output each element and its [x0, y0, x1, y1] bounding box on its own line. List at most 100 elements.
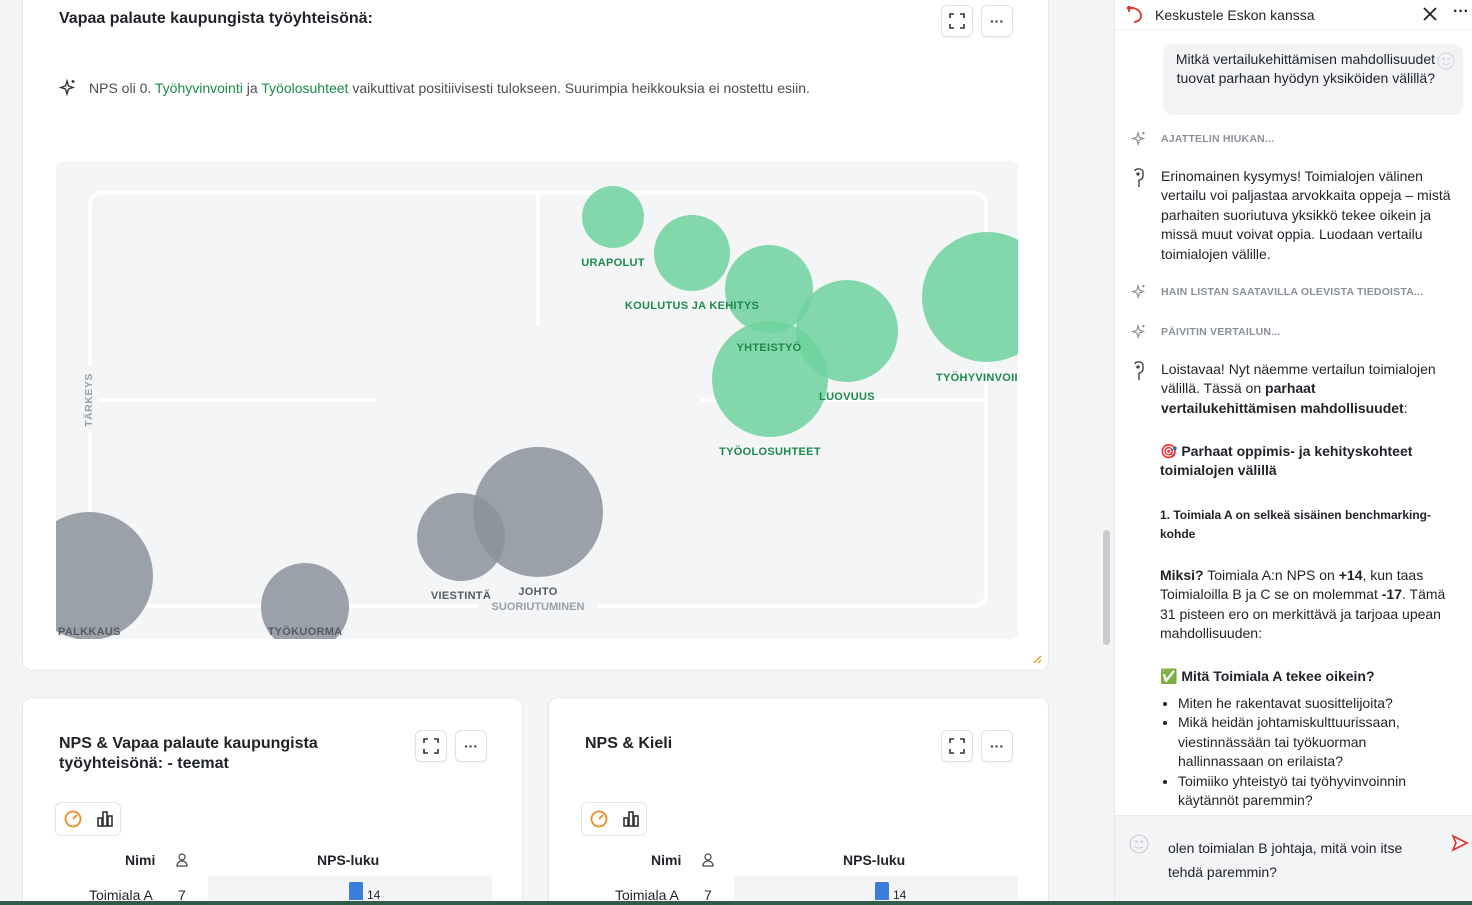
- feedback-card: Vapaa palaute kaupungista työyhteisönä: …: [22, 0, 1049, 671]
- insight-suffix: vaikuttivat positiivisesti tulokseen. Su…: [352, 80, 810, 96]
- bubble-tyoolosuhteet[interactable]: [712, 321, 828, 437]
- why-text: Toimiala A:n NPS on: [1207, 567, 1335, 583]
- bot-text-part: Loistavaa! Nyt näemme vertailun toimialo…: [1161, 361, 1436, 397]
- window-bottom-border: [0, 901, 1472, 905]
- label-tyohyvinvointi: TYÖHYVINVOII: [936, 371, 1018, 384]
- insight-link-tyohyvinvointi[interactable]: Työhyvinvointi: [154, 80, 243, 96]
- label-luovuus: LUOVUUS: [819, 391, 875, 403]
- sparkle-icon: [59, 79, 76, 97]
- nps-bar[interactable]: [349, 882, 363, 900]
- status-text: PÄIVITIN VERTAILUN...: [1161, 326, 1281, 338]
- nps-value: 14: [893, 888, 907, 902]
- gauge-icon[interactable]: [589, 809, 609, 829]
- view-toggle: [55, 802, 121, 836]
- close-icon[interactable]: [1421, 5, 1439, 23]
- chat-title: Keskustele Eskon kanssa: [1155, 6, 1315, 23]
- bar-chart-icon[interactable]: [622, 810, 640, 828]
- bubble-yhteistyo[interactable]: [725, 245, 813, 333]
- why-text: , kun taas Toimialoilla B ja C se on mol…: [1160, 567, 1424, 603]
- label-palkkaus: PALKKAUS: [58, 626, 121, 638]
- insight-mid: ja: [246, 80, 258, 96]
- bubble-tyokuorma[interactable]: [261, 563, 349, 639]
- label-johto: JOHTO: [518, 586, 557, 598]
- list-item: Mikä heidän johtamiskulttuurissaan, vies…: [1178, 713, 1450, 771]
- bullet-list: Miten he rakentavat suosittelijoita? Mik…: [1160, 694, 1450, 810]
- user-message: Mitkä vertailukehittämisen mahdollisuude…: [1163, 44, 1463, 115]
- bot-message-text: Erinomainen kysymys! Toimialojen välinen…: [1161, 168, 1451, 262]
- status-thinking: AJATTELIN HIUKAN...: [1131, 131, 1274, 147]
- label-koulutus-ja-kehitys: KOULUTUS JA KEHITYS: [625, 300, 759, 312]
- user-message-text: Mitkä vertailukehittämisen mahdollisuude…: [1175, 51, 1435, 86]
- expand-icon: [423, 738, 439, 754]
- row-name[interactable]: Toimiala A: [615, 887, 679, 903]
- bot-avatar-icon: [1134, 168, 1144, 187]
- bubble-chart-svg: TÄRKEYS SUORIUTUMINEN URAPOLUT KOU: [56, 186, 1018, 639]
- column-header-name: Nimi: [651, 852, 682, 868]
- more-options-button[interactable]: ···: [981, 730, 1013, 762]
- themes-card: NPS & Vapaa palaute kaupungista työyhtei…: [22, 697, 523, 905]
- row-count: 7: [704, 887, 712, 903]
- label-yhteistyo: YHTEISTYÖ: [736, 341, 801, 354]
- bot-message-text: Loistavaa! Nyt näemme vertailun toimialo…: [1161, 360, 1451, 418]
- x-axis-label: SUORIUTUMINEN: [492, 601, 585, 613]
- why-label: Miksi?: [1160, 567, 1204, 583]
- why-paragraph: Miksi? Toimiala A:n NPS on +14, kun taas…: [1160, 566, 1450, 644]
- chat-input[interactable]: olen toimialan B johtaja, mitä voin itse…: [1168, 840, 1403, 880]
- expand-icon: [949, 738, 965, 754]
- bubble-palkkaus[interactable]: [56, 512, 153, 639]
- list-item: Miten he rakentavat suosittelijoita?: [1178, 694, 1450, 713]
- view-toggle: [581, 802, 647, 836]
- bubble-urapolut[interactable]: [582, 186, 644, 248]
- sparkle-icon: [1131, 324, 1146, 340]
- label-urapolut: URAPOLUT: [581, 257, 645, 269]
- more-options-button[interactable]: ···: [455, 730, 487, 762]
- y-axis-label: TÄRKEYS: [82, 373, 95, 427]
- ylabel-bg: [80, 366, 98, 432]
- fullscreen-button[interactable]: [415, 730, 447, 762]
- more-options-button[interactable]: ···: [981, 5, 1013, 37]
- bar-chart-icon[interactable]: [96, 810, 114, 828]
- list-item: Toimiiko yhteistyö tai työhyvinvoinnin k…: [1178, 772, 1450, 811]
- column-header-name: Nimi: [125, 852, 156, 868]
- column-header-nps: NPS-luku: [843, 852, 906, 868]
- scrollbar-thumb[interactable]: [1103, 530, 1110, 645]
- chat-logo-icon: [1126, 5, 1142, 23]
- dashboard-main: Vapaa palaute kaupungista työyhteisönä: …: [22, 0, 1049, 905]
- section-heading: 🎯 Parhaat oppimis- ja kehityskohteet toi…: [1160, 443, 1413, 479]
- nps-bar[interactable]: [875, 882, 889, 900]
- resize-handle-icon[interactable]: [1032, 654, 1042, 664]
- gauge-icon[interactable]: [63, 809, 83, 829]
- sparkle-icon: [1131, 131, 1146, 147]
- bubble-chart: TÄRKEYS SUORIUTUMINEN URAPOLUT KOU: [56, 161, 1018, 639]
- fullscreen-button[interactable]: [941, 730, 973, 762]
- nps-value: 14: [367, 888, 381, 902]
- chat-header: Keskustele Eskon kanssa ···: [1115, 0, 1472, 30]
- insight-prefix: NPS oli 0.: [89, 80, 152, 96]
- row-name[interactable]: Toimiala A: [89, 887, 153, 903]
- fullscreen-button[interactable]: [941, 5, 973, 37]
- bubble-tyohyvinvointi[interactable]: [922, 232, 1018, 362]
- status-updated: PÄIVITIN VERTAILUN...: [1131, 324, 1281, 340]
- sparkle-icon: [1131, 284, 1146, 300]
- bubble-johto[interactable]: [473, 447, 603, 577]
- column-header-nps: NPS-luku: [317, 852, 380, 868]
- why-value-a: +14: [1338, 567, 1363, 583]
- bot-message: Erinomainen kysymys! Toimialojen välinen…: [1131, 167, 1461, 264]
- ai-insight: NPS oli 0. Työhyvinvointi ja Työolosuhte…: [59, 79, 810, 97]
- status-text: HAIN LISTAN SAATAVILLA OLEVISTA TIEDOIST…: [1161, 286, 1424, 298]
- status-text: AJATTELIN HIUKAN...: [1161, 133, 1275, 145]
- insight-link-tyoolosuhteet[interactable]: Työolosuhteet: [261, 80, 349, 96]
- scrollbar-track[interactable]: [1100, 0, 1114, 905]
- chat-menu-icon[interactable]: ···: [1453, 3, 1469, 20]
- expand-icon: [949, 13, 965, 29]
- chat-input-area: olen toimialan B johtaja, mitä voin itse…: [1115, 815, 1472, 905]
- chat-panel: Keskustele Eskon kanssa ··· Mitkä vertai…: [1114, 0, 1472, 905]
- card-title: NPS & Vapaa palaute kaupungista työyhtei…: [59, 735, 318, 772]
- person-icon: [702, 853, 714, 867]
- send-icon[interactable]: [1451, 834, 1469, 852]
- status-fetching: HAIN LISTAN SAATAVILLA OLEVISTA TIEDOIST…: [1131, 284, 1423, 300]
- section-heading: ✅ Mitä Toimiala A tekee oikein?: [1160, 668, 1375, 684]
- user-avatar-icon: [1129, 834, 1149, 854]
- card-title: NPS & Kieli: [585, 735, 673, 752]
- bubble-koulutus-ja-kehitys[interactable]: [654, 215, 730, 291]
